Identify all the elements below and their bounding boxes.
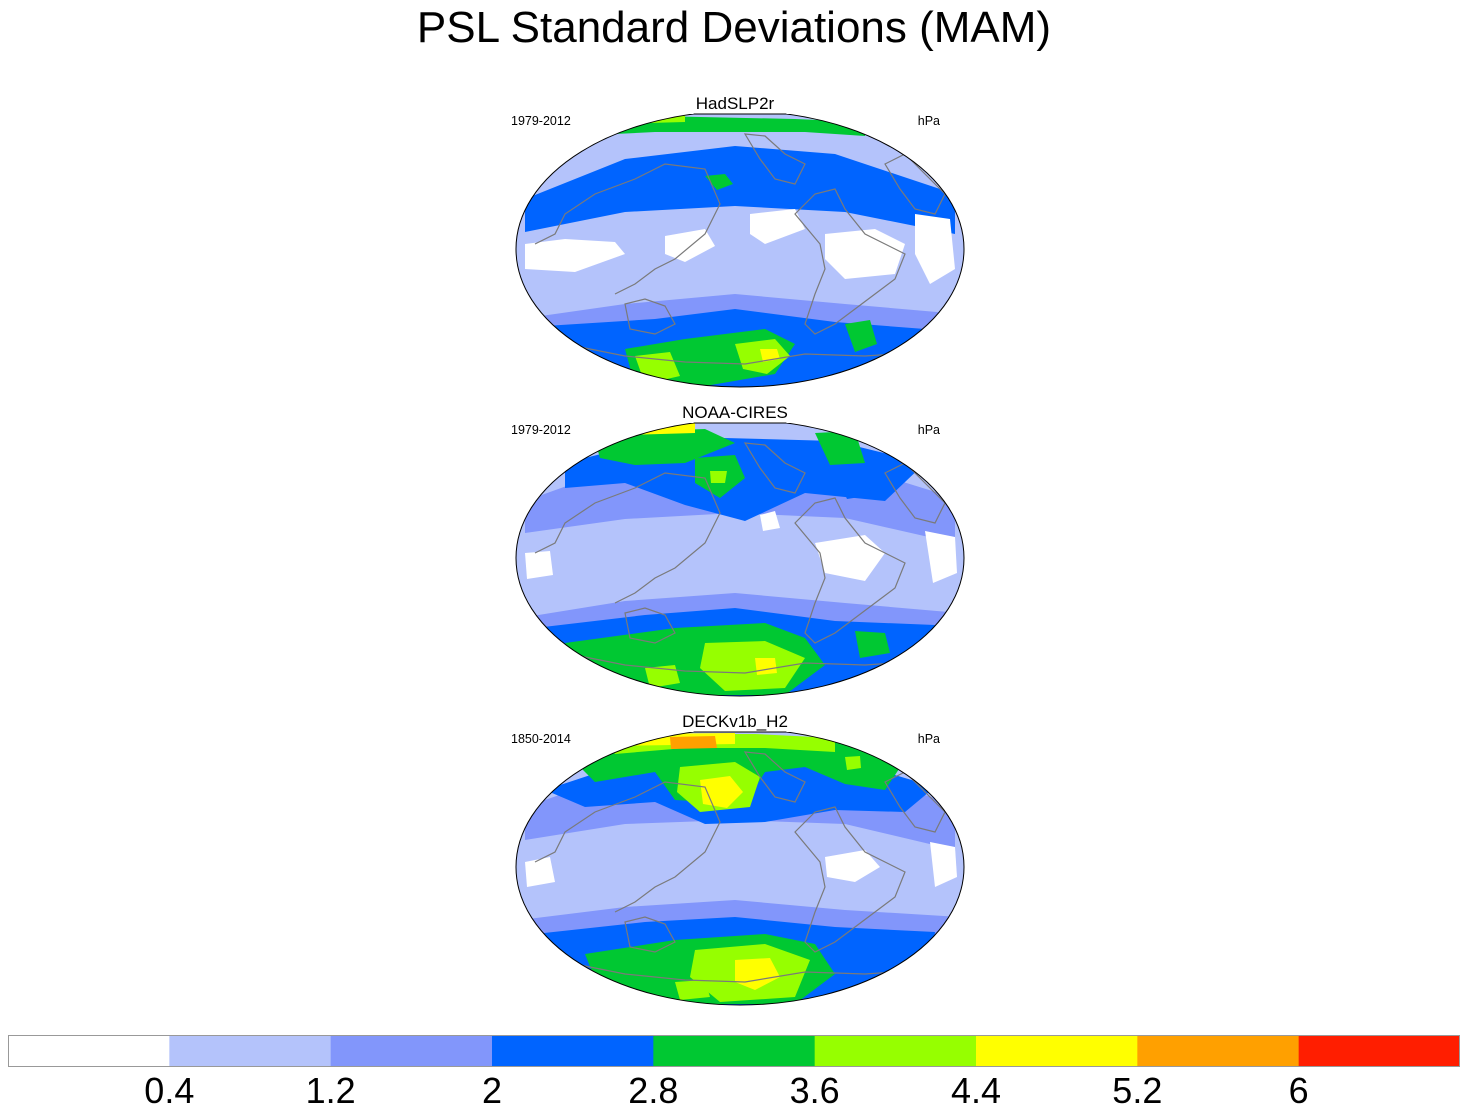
map-outline-group xyxy=(515,423,965,697)
colorbar-tick-label: 2.8 xyxy=(628,1070,679,1111)
panel-title: DECKv1b_H2 xyxy=(682,712,788,731)
colorbar-swatch xyxy=(492,1035,654,1067)
contour-region xyxy=(675,980,710,1000)
panel-units: hPa xyxy=(917,114,940,128)
panel-units: hPa xyxy=(917,423,940,437)
map-outline-group xyxy=(515,114,965,388)
contour-region xyxy=(665,229,715,262)
colorbar-tick-label: 2 xyxy=(481,1070,503,1111)
contour-region xyxy=(525,857,555,887)
contour-region xyxy=(825,174,890,202)
coastline xyxy=(794,188,906,335)
panel-units: hPa xyxy=(917,732,940,746)
coastline xyxy=(794,497,906,644)
contour-region xyxy=(815,431,865,465)
coastline xyxy=(743,442,806,494)
map-panel-hadslp2r: HadSLP2r 1979-2012 hPa xyxy=(505,94,965,394)
colorbar-tick-label: 0.4 xyxy=(144,1070,195,1111)
colorbar-swatch xyxy=(1137,1035,1300,1067)
chart-title: PSL Standard Deviations (MAM) xyxy=(416,3,1052,52)
map-field xyxy=(516,423,964,696)
contour-region xyxy=(825,229,905,279)
map-hadslp2r xyxy=(515,113,965,388)
map-panel-noaa-cires: NOAA-CIRES 1979-2012 hPa xyxy=(505,403,965,703)
contour-region xyxy=(755,658,777,675)
contour-region xyxy=(670,736,717,749)
panel-title: NOAA-CIRES xyxy=(682,403,788,422)
contour-region xyxy=(845,320,877,352)
contour-region xyxy=(525,239,625,272)
colorbar-labels: 0.4 1.2 2 2.8 3.6 4.4 5.2 6 xyxy=(0,1070,1468,1116)
contour-region xyxy=(710,471,727,483)
coastline xyxy=(564,961,926,983)
map-field xyxy=(516,114,964,387)
colorbar-swatch xyxy=(8,1035,170,1067)
contour-region xyxy=(525,551,553,579)
map-noaa-cires xyxy=(515,422,965,697)
colorbar-swatch xyxy=(976,1035,1138,1067)
panel-years: 1979-2012 xyxy=(511,114,571,128)
map-outline xyxy=(515,423,965,697)
colorbar-tick-label: 6 xyxy=(1288,1070,1309,1111)
colorbar-swatch xyxy=(1298,1035,1460,1067)
coastline xyxy=(794,806,906,953)
colorbar-frame xyxy=(8,1035,1460,1067)
coastline xyxy=(743,751,806,803)
colorbar-tick-label: 3.6 xyxy=(789,1070,840,1111)
map-clip-band xyxy=(516,423,964,696)
coastline xyxy=(624,916,676,953)
panel-title: HadSLP2r xyxy=(695,94,775,113)
coastline xyxy=(534,163,721,295)
contour-region xyxy=(855,631,890,658)
map-clip-band xyxy=(516,732,964,1005)
contour-region xyxy=(750,209,805,244)
colorbar-swatch xyxy=(814,1035,977,1067)
map-clip-band xyxy=(516,114,964,387)
map-outline xyxy=(515,114,965,388)
coastline xyxy=(624,298,676,335)
colorbar-tick-label: 1.2 xyxy=(305,1070,356,1111)
coastline xyxy=(564,343,926,365)
map-outline-group xyxy=(515,732,965,1006)
coastline xyxy=(534,472,721,604)
contour-region xyxy=(915,214,955,284)
contour-region xyxy=(825,850,880,882)
contour-region xyxy=(815,535,885,581)
contour-region xyxy=(700,641,805,691)
colorbar xyxy=(8,1035,1460,1067)
coastline xyxy=(564,652,926,674)
colorbar-swatch xyxy=(653,1035,816,1067)
map-panel-deckv1b-h2: DECKv1b_H2 1850-2014 hPa xyxy=(505,712,965,1012)
contour-region xyxy=(760,511,780,531)
map-field xyxy=(516,732,964,1005)
contour-region xyxy=(705,174,733,190)
map-outline xyxy=(515,732,965,1006)
contour-region xyxy=(930,842,957,887)
coastline xyxy=(624,607,676,644)
coastline xyxy=(534,781,721,913)
contour-region xyxy=(925,531,957,583)
colorbar-tick-label: 4.4 xyxy=(950,1070,1002,1111)
coastline xyxy=(743,133,806,185)
contour-region xyxy=(645,665,680,688)
colorbar-swatch xyxy=(169,1035,332,1067)
contour-region xyxy=(840,481,873,499)
colorbar-swatch xyxy=(330,1035,493,1067)
panel-years: 1850-2014 xyxy=(511,732,571,746)
contour-region xyxy=(845,756,861,770)
panel-years: 1979-2012 xyxy=(511,423,571,437)
colorbar-tick-label: 5.2 xyxy=(1112,1070,1163,1111)
map-deckv1b-h2 xyxy=(515,731,965,1006)
